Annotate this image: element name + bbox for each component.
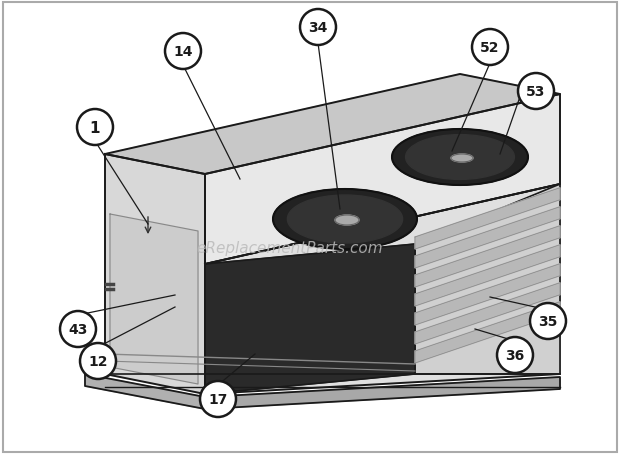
Polygon shape <box>415 245 560 306</box>
Text: 1: 1 <box>90 120 100 135</box>
Ellipse shape <box>288 196 402 243</box>
Text: 35: 35 <box>538 314 557 328</box>
Polygon shape <box>415 185 560 374</box>
Polygon shape <box>105 155 205 394</box>
Text: 34: 34 <box>308 21 328 35</box>
Polygon shape <box>110 214 198 384</box>
Text: 52: 52 <box>480 41 500 55</box>
Circle shape <box>300 10 336 46</box>
Circle shape <box>530 303 566 339</box>
Polygon shape <box>85 374 205 409</box>
Polygon shape <box>415 188 560 249</box>
Polygon shape <box>415 283 560 344</box>
Polygon shape <box>205 185 560 394</box>
Polygon shape <box>105 75 560 175</box>
Circle shape <box>165 34 201 70</box>
Polygon shape <box>415 226 560 288</box>
Polygon shape <box>205 377 560 409</box>
Polygon shape <box>415 207 560 268</box>
Circle shape <box>60 311 96 347</box>
Circle shape <box>80 343 116 379</box>
Text: 36: 36 <box>505 348 525 362</box>
Ellipse shape <box>273 190 417 249</box>
Circle shape <box>518 74 554 110</box>
Polygon shape <box>415 264 560 325</box>
Text: eReplacementParts.com: eReplacementParts.com <box>197 240 383 255</box>
Text: 53: 53 <box>526 85 546 99</box>
Circle shape <box>497 337 533 373</box>
Text: 12: 12 <box>88 354 108 368</box>
Circle shape <box>200 381 236 417</box>
Ellipse shape <box>335 216 359 226</box>
Polygon shape <box>415 302 560 363</box>
Ellipse shape <box>405 135 515 180</box>
Text: 14: 14 <box>173 45 193 59</box>
Circle shape <box>77 110 113 146</box>
Ellipse shape <box>392 130 528 186</box>
Polygon shape <box>205 95 560 264</box>
Text: 43: 43 <box>68 322 87 336</box>
Polygon shape <box>205 244 415 394</box>
Ellipse shape <box>451 155 473 162</box>
Text: 17: 17 <box>208 392 228 406</box>
Circle shape <box>472 30 508 66</box>
